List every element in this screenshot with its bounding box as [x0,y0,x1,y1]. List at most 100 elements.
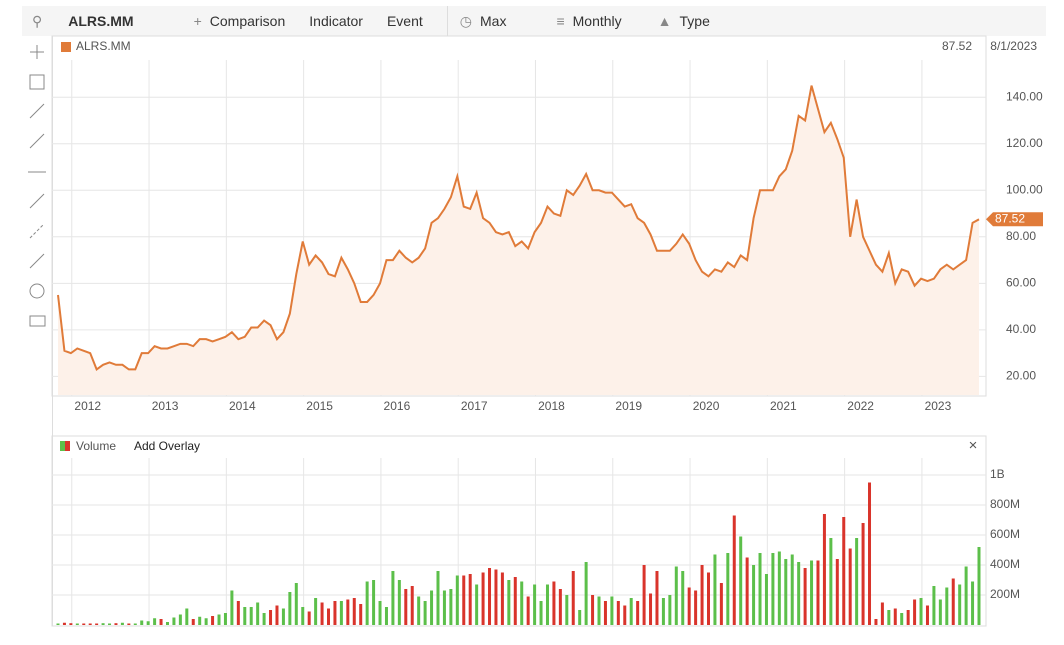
x-tick-label: 2014 [229,399,256,413]
volume-bar [558,589,562,625]
x-tick-label: 2020 [693,399,720,413]
volume-bar [623,605,627,625]
y-tick-label: 40.00 [1006,322,1036,336]
type-icon: ▲ [657,13,672,29]
volume-bar [249,607,253,625]
volume-bar [816,560,820,625]
interval-icon: ≡ [556,13,565,29]
volume-bar [146,621,150,625]
volume-bar [481,572,485,625]
search-icon[interactable]: ⚲ [32,12,43,29]
volume-bar [880,602,884,625]
close-button[interactable]: × [969,437,978,454]
price-tag [986,212,1043,227]
volume-bar [404,589,408,625]
legend-swatch [61,42,71,52]
volume-bar [893,608,897,625]
range[interactable]: Max [480,13,507,29]
volume-bar [365,581,369,625]
interval[interactable]: Monthly [572,13,622,29]
circle-tool[interactable] [29,283,45,299]
volume-bar [810,560,814,625]
volume-bar [719,583,723,625]
y-tick-label: 120.00 [1006,136,1043,150]
add-overlay[interactable]: Add Overlay [134,439,200,453]
volume-bar [236,601,240,625]
volume-bar [449,589,453,625]
volume-bar [681,571,685,625]
volume-bar [114,623,118,625]
symbol[interactable]: ALRS.MM [68,13,134,29]
volume-bar [790,554,794,625]
volume-bar [217,614,221,625]
volume-bar [900,613,904,625]
y-tick-label: 600M [990,527,1020,541]
volume-bar [475,584,479,625]
volume-bar [822,514,826,625]
volume-icon [60,441,65,451]
volume-bar [442,590,446,625]
percent-tool[interactable] [29,133,45,149]
volume-bar [584,562,588,625]
volume-bar [165,622,169,625]
volume-bar [932,586,936,625]
volume-bar [62,622,66,625]
y-tick-label: 80.00 [1006,229,1036,243]
volume-bar [545,584,549,625]
volume-bar [629,598,633,625]
volume-bar [256,602,260,625]
volume-panel [51,435,987,627]
volume-bar [320,602,324,625]
volume-bar [69,623,73,625]
ray-tool[interactable] [29,193,45,209]
text-tool[interactable] [29,74,45,90]
x-tick-label: 2016 [384,399,411,413]
volume-bar [732,515,736,625]
comparison[interactable]: Comparison [209,13,286,29]
volume-bar [230,590,234,625]
last-date: 8/1/2023 [990,39,1037,53]
volume-bar [301,607,305,625]
volume-bar [874,619,878,625]
x-tick-label: 2022 [847,399,874,413]
last-value: 87.52 [942,39,972,53]
volume-bar [777,551,781,625]
chart-type[interactable]: Type [679,13,710,29]
volume-bar [945,587,949,625]
line-tool[interactable] [29,103,45,119]
volume-bar [829,538,833,625]
volume-bar [764,574,768,625]
volume-bar [578,610,582,625]
y-tick-label: 20.00 [1006,369,1036,383]
area [58,85,979,396]
volume-bar [906,610,910,625]
volume-bar [533,584,537,625]
volume-bar [539,601,543,625]
legend-label[interactable]: ALRS.MM [76,39,131,53]
volume-bar [468,574,472,625]
channel-tool[interactable] [29,223,45,239]
volume-bar [848,548,852,625]
rect-tool[interactable] [29,315,46,327]
volume-bar [346,599,350,625]
price-tag-label: 87.52 [995,211,1025,225]
volume-bar [223,613,227,625]
clock-icon: ◷ [459,12,472,29]
volume-bar [108,623,112,625]
event[interactable]: Event [386,13,423,29]
indicator[interactable]: Indicator [309,13,363,29]
volume-bar [307,611,311,625]
volume-bar [159,619,163,625]
volume-bar [211,616,215,625]
volume-bar [500,572,504,625]
x-tick-label: 2023 [925,399,952,413]
volume-bar [616,601,620,625]
volume-bar [687,587,691,625]
arrow-tool[interactable] [29,253,45,269]
volume-bar [842,517,846,625]
x-tick-label: 2013 [152,399,179,413]
volume-bar [758,553,762,625]
volume-bar [204,618,208,625]
